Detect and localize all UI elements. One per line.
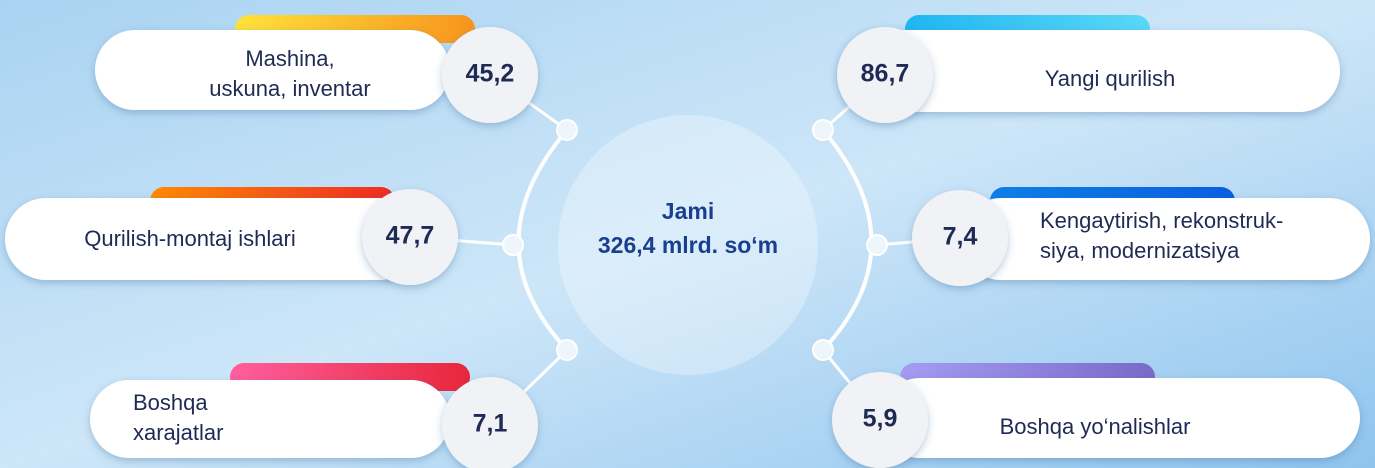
center-total: 326,4 mlrd. so‘m bbox=[598, 232, 778, 258]
label-pill bbox=[840, 30, 1340, 112]
value-circle bbox=[912, 190, 1008, 286]
value: 45,2 bbox=[466, 60, 515, 88]
arc-dot bbox=[812, 339, 834, 361]
value-circle bbox=[362, 189, 458, 285]
center-circle bbox=[558, 115, 818, 375]
arc-dot bbox=[866, 234, 888, 256]
value: 7,1 bbox=[473, 410, 508, 438]
label: Yangi qurilish bbox=[1045, 66, 1175, 91]
label: Mashina, bbox=[245, 46, 334, 71]
label-pill bbox=[90, 380, 450, 458]
label: xarajatlar bbox=[133, 420, 223, 445]
value-circle bbox=[832, 372, 928, 468]
label: Kengaytirish, rekonstruk- bbox=[1040, 208, 1283, 233]
label: Qurilish-montaj ishlari bbox=[84, 226, 296, 251]
value-circle bbox=[442, 27, 538, 123]
label-pill bbox=[95, 30, 450, 110]
arc-dot bbox=[556, 119, 578, 141]
value-circle bbox=[837, 27, 933, 123]
label: uskuna, inventar bbox=[209, 76, 370, 101]
label-pill bbox=[960, 198, 1370, 280]
value-circle bbox=[442, 377, 538, 468]
value: 5,9 bbox=[863, 405, 898, 433]
arc-dot bbox=[556, 339, 578, 361]
value: 7,4 bbox=[943, 223, 978, 251]
center-title: Jami bbox=[662, 198, 714, 224]
label: Boshqa yo‘nalishlar bbox=[1000, 414, 1191, 439]
label-pill bbox=[5, 198, 420, 280]
label: Boshqa bbox=[133, 390, 208, 415]
value: 86,7 bbox=[861, 60, 910, 88]
label: siya, modernizatsiya bbox=[1040, 238, 1240, 263]
value: 47,7 bbox=[386, 222, 435, 250]
label-pill bbox=[880, 378, 1360, 458]
arc-dot bbox=[812, 119, 834, 141]
arc-dot bbox=[502, 234, 524, 256]
